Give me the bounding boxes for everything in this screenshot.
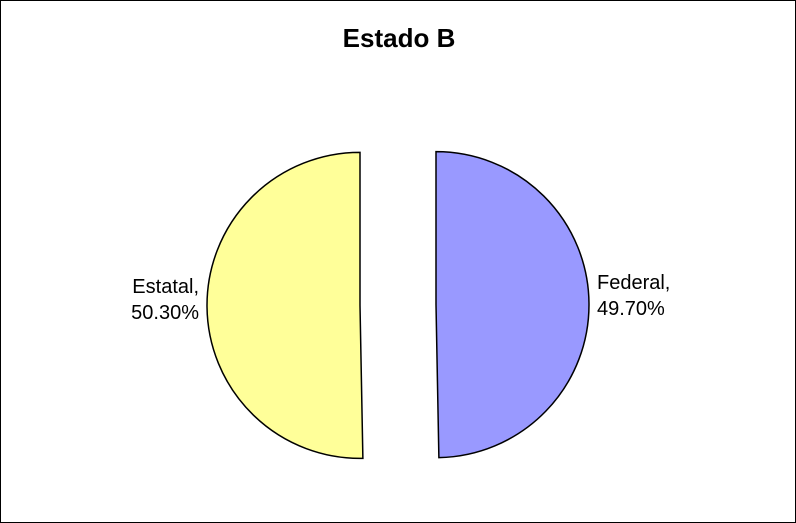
slice-label-estatal-name: Estatal, (132, 276, 199, 298)
slice-label-federal-name: Federal, (597, 272, 670, 294)
slice-label-estatal-value: 50.30% (131, 302, 199, 324)
pie-slice-estatal (206, 151, 364, 460)
slice-label-federal-value: 49.70% (597, 298, 665, 320)
chart-title: Estado B (342, 23, 456, 53)
pie-slice-federal (435, 150, 590, 459)
